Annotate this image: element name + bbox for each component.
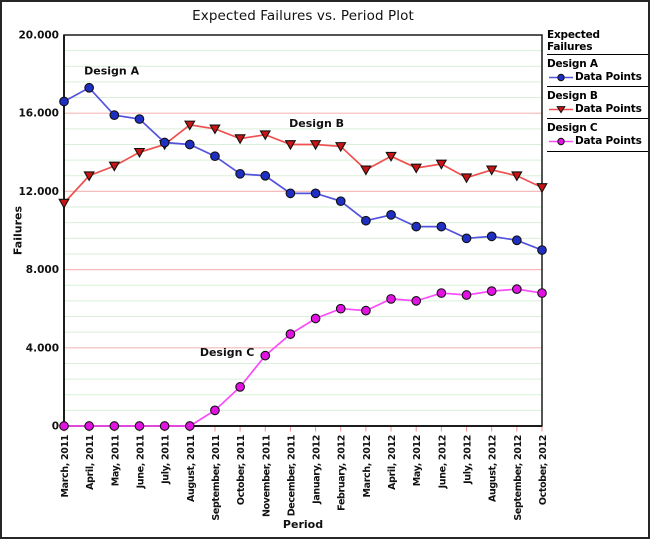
legend-entry-design-a: Design A Data Points: [547, 58, 648, 88]
minor-gridlines: [64, 50, 542, 411]
series-design-c-line: [64, 288, 543, 427]
legend-entry-design-c: Design C Data Points: [547, 122, 648, 152]
y-tick-label: 12.000: [18, 186, 59, 198]
legend-series-name: Design B: [547, 90, 598, 103]
legend: Expected Failures Design A Data Points Des…: [547, 29, 648, 155]
series-annotation: Design B: [289, 117, 344, 130]
x-tick-label: March, 2011: [60, 435, 71, 497]
y-tick-labels: 20.000 16.000 12.000 8.000 4.000 0: [18, 30, 59, 433]
series-design-c: [59, 284, 547, 431]
series-annotation: Design C: [200, 346, 255, 359]
series-design-b-markers: [58, 120, 548, 209]
legend-entries: Design A Data Points Design B Data Points De…: [547, 58, 648, 152]
y-tick-label: 0: [52, 421, 59, 433]
series-design-a: [59, 82, 547, 255]
x-tick-label: May, 2011: [110, 435, 121, 486]
x-tick-label: October, 2011: [236, 435, 247, 505]
series-design-c-markers: [59, 284, 547, 431]
y-tick-label: 16.000: [18, 108, 59, 120]
x-tick-label: November, 2011: [261, 435, 272, 517]
plot-border: [63, 34, 543, 427]
x-tick-label: October, 2012: [538, 435, 549, 505]
legend-series-name: Design A: [547, 58, 598, 71]
y-tick-label: 8.000: [26, 264, 59, 276]
legend-sample-row: Data Points: [547, 103, 648, 115]
legend-entry-label: Data Points: [575, 135, 642, 148]
x-tick-label: June, 2011: [135, 435, 146, 489]
x-tick-label: July, 2012: [463, 435, 474, 485]
x-tick-label: August, 2011: [186, 435, 197, 502]
legend-entry-label: Data Points: [575, 103, 642, 116]
legend-heading: Expected Failures: [547, 29, 648, 56]
y-tick-label: 4.000: [26, 342, 59, 354]
x-tick-label: April, 2012: [387, 435, 398, 490]
x-tick-label: December, 2011: [286, 435, 297, 516]
series-annotations: Design A Design B Design C: [84, 64, 344, 359]
x-tick-label: August, 2012: [488, 435, 499, 502]
chart-title: Expected Failures vs. Period Plot: [192, 8, 414, 24]
series-design-a-line: [63, 86, 543, 251]
legend-marker-sample-design-c: [549, 137, 573, 146]
legend-entry-label: Data Points: [575, 71, 642, 84]
x-tick-label: January, 2012: [312, 435, 323, 505]
y-axis-title: Failures: [11, 205, 25, 256]
x-tick-labels: March, 2011 April, 2011 May, 2011 June, 201…: [60, 435, 549, 521]
legend-entry-design-b: Design B Data Points: [547, 90, 648, 120]
x-tick-label: May, 2012: [412, 435, 423, 486]
x-tick-label: June, 2012: [437, 435, 448, 489]
x-tick-label: February, 2012: [337, 435, 348, 511]
series-annotation: Design A: [84, 64, 139, 77]
legend-marker-sample-design-a: [549, 73, 573, 81]
legend-sample-row: Data Points: [547, 135, 648, 147]
series-design-a-markers: [59, 82, 547, 255]
legend-series-name: Design C: [547, 122, 598, 135]
series-design-b: [58, 120, 548, 209]
legend-sample-row: Data Points: [547, 71, 648, 83]
y-tick-label: 20.000: [18, 30, 59, 42]
x-tick-label: April, 2011: [85, 435, 96, 490]
x-tick-label: September, 2011: [211, 435, 222, 521]
legend-marker-sample-design-b: [549, 105, 573, 114]
x-tick-label: July, 2011: [161, 435, 172, 485]
x-tick-label: March, 2012: [362, 435, 373, 497]
x-axis-title: Period: [282, 518, 324, 531]
major-gridlines: [64, 112, 542, 349]
x-tick-label: September, 2012: [513, 435, 524, 521]
